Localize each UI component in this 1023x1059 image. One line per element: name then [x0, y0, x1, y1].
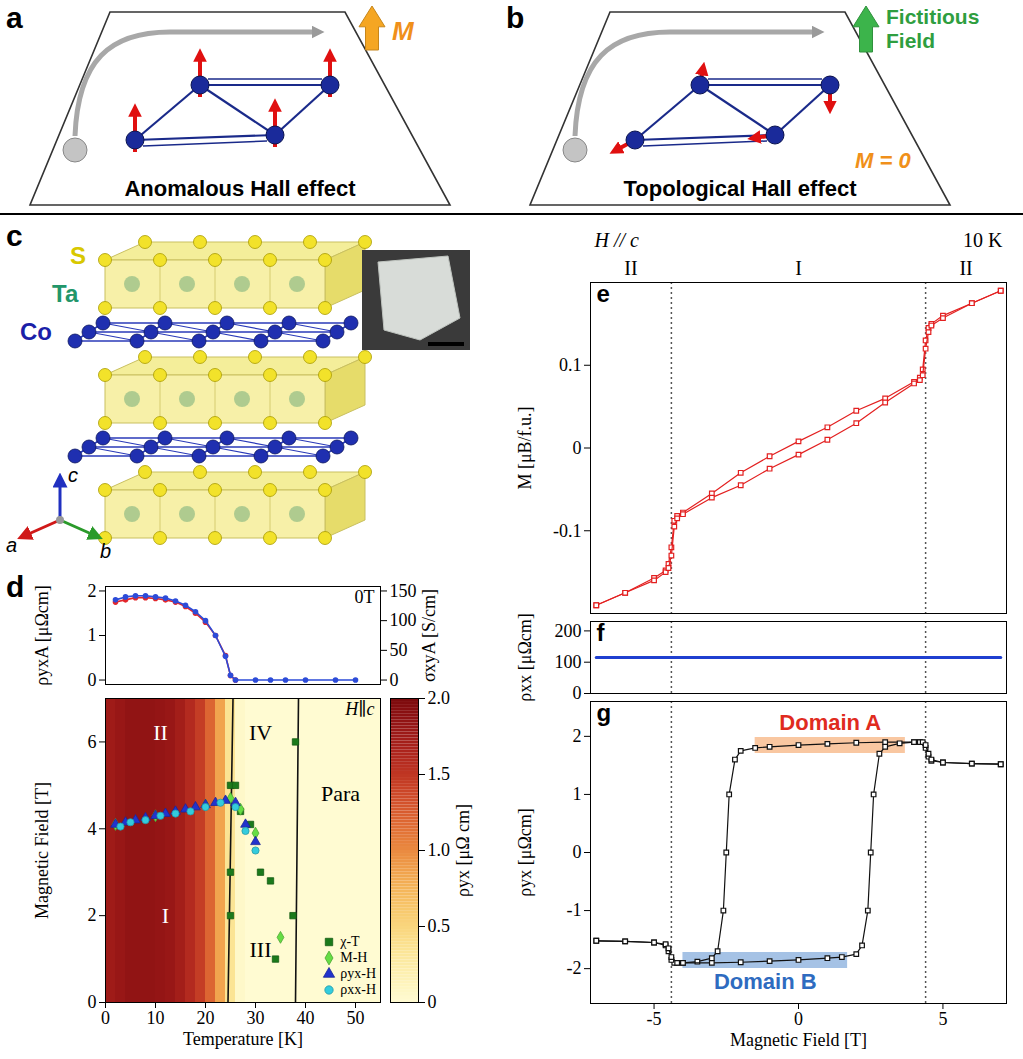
svg-text:H∥c: H∥c [344, 699, 374, 719]
svg-text:30: 30 [247, 1008, 265, 1028]
svg-text:Domain A: Domain A [779, 710, 881, 735]
svg-text:40: 40 [297, 1008, 315, 1028]
svg-text:Domain B: Domain B [714, 969, 817, 994]
svg-text:150: 150 [390, 581, 417, 601]
svg-text:ρxx [μΩcm]: ρxx [μΩcm] [515, 613, 535, 702]
svg-text:Co: Co [20, 318, 52, 345]
svg-text:f: f [597, 619, 606, 646]
svg-text:M = 0: M = 0 [855, 148, 911, 173]
svg-text:50: 50 [347, 1008, 365, 1028]
svg-text:0: 0 [573, 438, 582, 458]
svg-text:0: 0 [573, 842, 582, 862]
svg-text:10 K: 10 K [963, 229, 1003, 251]
svg-text:0: 0 [428, 992, 437, 1012]
svg-text:II: II [153, 720, 168, 745]
svg-text:I: I [162, 903, 169, 928]
svg-text:20: 20 [197, 1008, 215, 1028]
svg-text:III: III [250, 937, 272, 962]
svg-text:1: 1 [88, 625, 97, 645]
svg-text:II: II [959, 257, 972, 279]
svg-text:I: I [795, 257, 802, 279]
svg-text:ρyx [μΩcm]: ρyx [μΩcm] [515, 808, 535, 897]
svg-text:Magnetic Field [T]: Magnetic Field [T] [32, 782, 52, 919]
svg-text:0.5: 0.5 [428, 916, 451, 936]
svg-text:Magnetic Field [T]: Magnetic Field [T] [730, 1030, 867, 1050]
svg-text:2: 2 [88, 905, 97, 925]
svg-text:0: 0 [88, 670, 97, 690]
svg-text:-0.1: -0.1 [553, 521, 582, 541]
svg-text:M [μB/f.u.]: M [μB/f.u.] [515, 406, 535, 489]
svg-text:0: 0 [573, 683, 582, 703]
svg-text:σxyA [S/cm]: σxyA [S/cm] [419, 589, 439, 682]
svg-text:0.1: 0.1 [559, 355, 582, 375]
svg-text:Topological Hall effect: Topological Hall effect [623, 176, 857, 201]
svg-text:10: 10 [147, 1008, 165, 1028]
svg-text:ρyx [μΩ cm]: ρyx [μΩ cm] [453, 804, 473, 897]
svg-text:-5: -5 [647, 1009, 662, 1029]
svg-text:a: a [6, 1, 23, 34]
svg-text:Temperature [K]: Temperature [K] [183, 1029, 303, 1049]
svg-text:0: 0 [88, 992, 97, 1012]
svg-text:1.5: 1.5 [428, 764, 451, 784]
svg-text:c: c [6, 219, 23, 252]
svg-text:H // c: H // c [594, 229, 640, 251]
svg-text:-2: -2 [567, 958, 582, 978]
svg-text:100: 100 [390, 610, 417, 630]
svg-text:II: II [624, 257, 637, 279]
svg-text:a: a [6, 534, 17, 556]
svg-text:0: 0 [101, 1008, 110, 1028]
svg-text:Ta: Ta [52, 280, 79, 307]
html-text:χ-T: χ-T [340, 934, 360, 949]
svg-text:ρyxA [μΩcm]: ρyxA [μΩcm] [32, 585, 52, 686]
svg-text:5: 5 [938, 1009, 947, 1029]
svg-text:100: 100 [555, 652, 582, 672]
svg-text:-1: -1 [567, 900, 582, 920]
html-text:ρyx-H: ρyx-H [340, 966, 376, 981]
svg-text:1.0: 1.0 [428, 840, 451, 860]
svg-text:c: c [68, 464, 78, 486]
svg-text:IV: IV [249, 720, 272, 745]
svg-text:1: 1 [573, 784, 582, 804]
svg-text:0: 0 [794, 1009, 803, 1029]
svg-text:50: 50 [390, 640, 408, 660]
html-text:M-H: M-H [340, 950, 368, 965]
svg-text:M: M [392, 16, 415, 46]
svg-text:4: 4 [88, 819, 97, 839]
svg-text:Fictitious: Fictitious [886, 5, 979, 28]
svg-text:2: 2 [573, 726, 582, 746]
svg-text:Anomalous Hall effect: Anomalous Hall effect [124, 176, 356, 201]
html-text:d: d [6, 570, 25, 603]
svg-text:2: 2 [88, 581, 97, 601]
html-text:ρxx-H: ρxx-H [340, 982, 376, 997]
svg-text:200: 200 [555, 621, 582, 641]
svg-text:0: 0 [390, 670, 399, 690]
svg-text:e: e [597, 280, 610, 307]
svg-text:Para: Para [321, 781, 360, 806]
svg-text:Field: Field [886, 29, 935, 52]
svg-text:S: S [70, 242, 86, 269]
svg-text:2.0: 2.0 [428, 688, 451, 708]
svg-text:0T: 0T [355, 587, 375, 607]
svg-text:6: 6 [88, 732, 97, 752]
svg-text:g: g [597, 699, 612, 726]
svg-text:b: b [100, 540, 111, 562]
svg-text:b: b [506, 1, 524, 34]
